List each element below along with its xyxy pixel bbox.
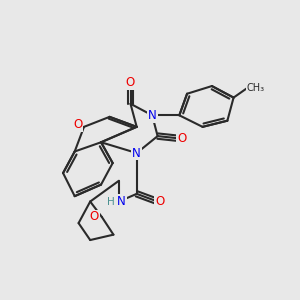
- Text: O: O: [177, 132, 186, 145]
- Text: O: O: [126, 76, 135, 89]
- Text: O: O: [89, 211, 99, 224]
- Text: N: N: [132, 146, 141, 160]
- Text: N: N: [117, 195, 126, 208]
- Text: N: N: [148, 109, 157, 122]
- Text: H: H: [107, 196, 115, 206]
- Text: O: O: [155, 195, 165, 208]
- Text: CH₃: CH₃: [247, 83, 265, 93]
- Text: O: O: [73, 118, 83, 131]
